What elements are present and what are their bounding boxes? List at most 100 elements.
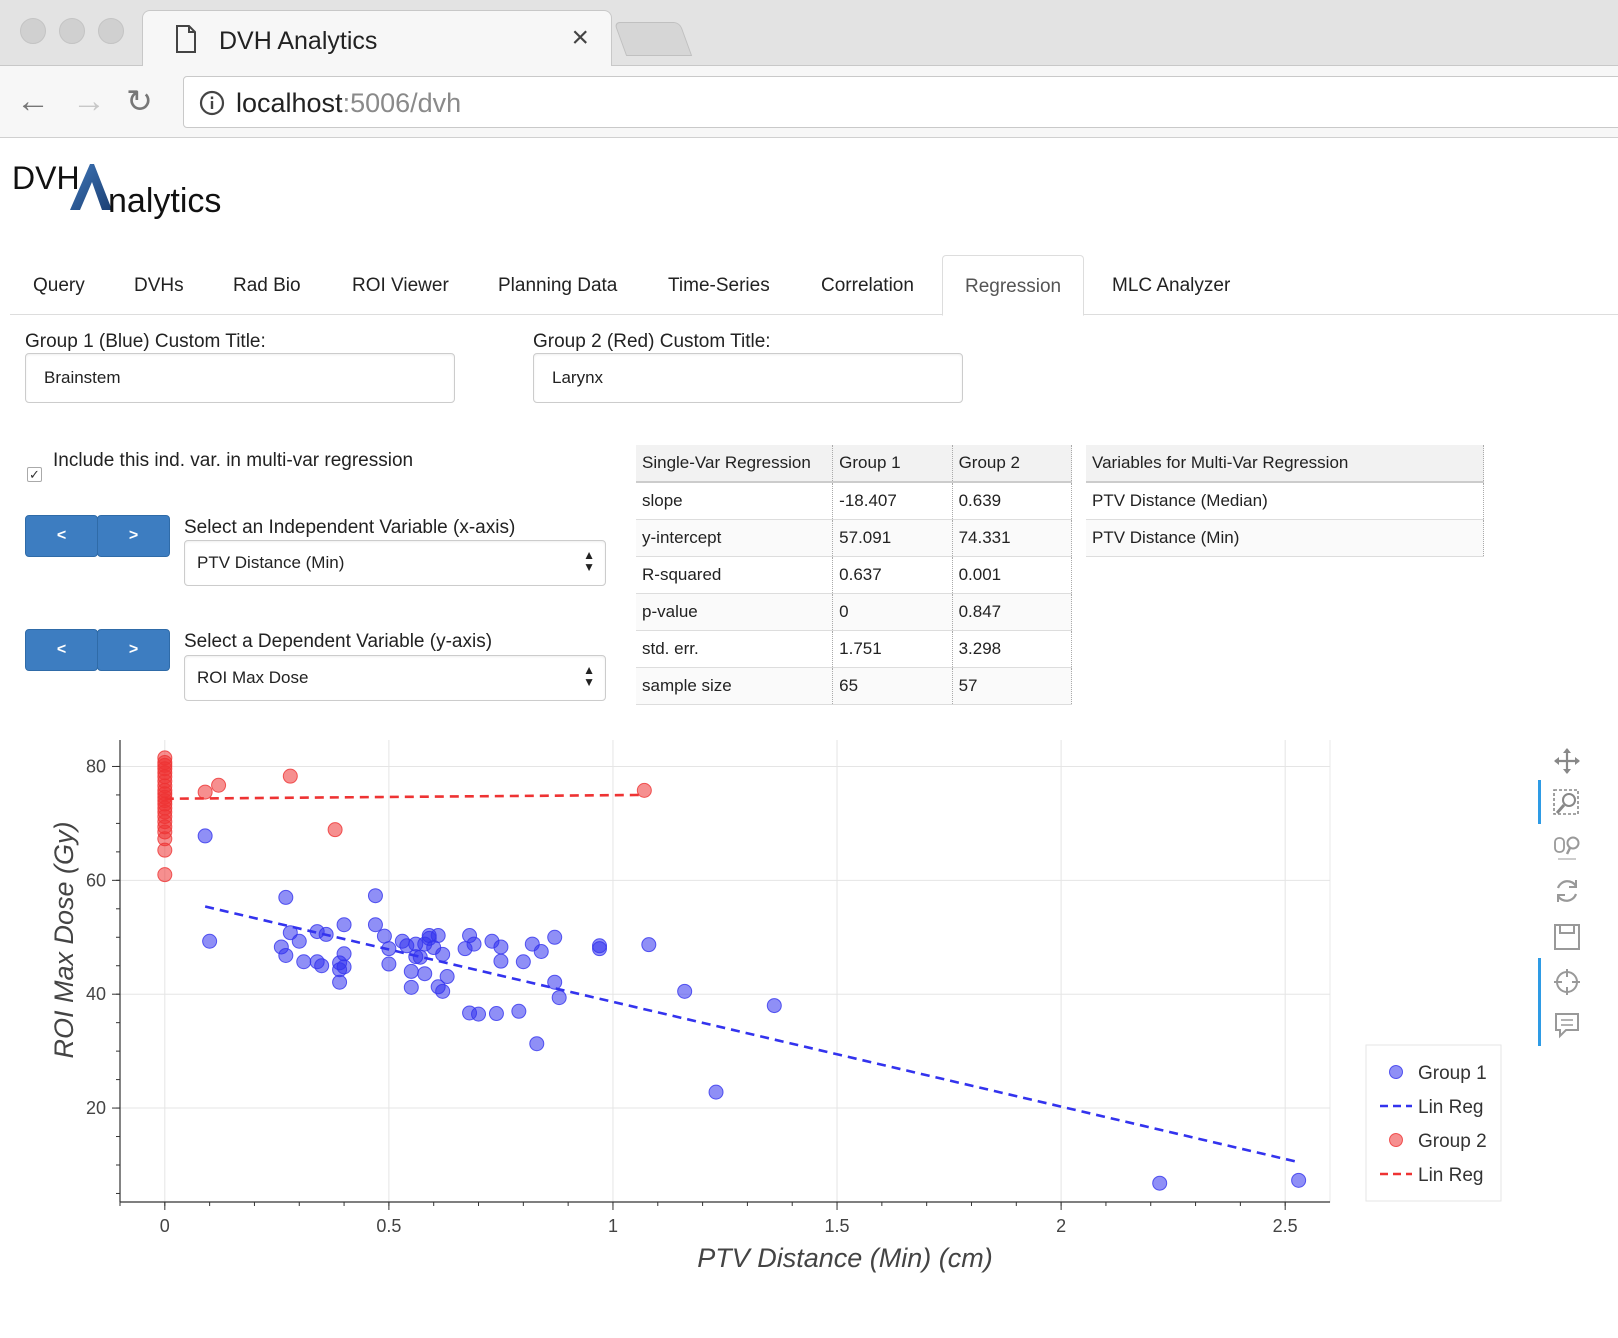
data-point-group-1	[488, 1006, 504, 1022]
data-point-group-2	[157, 867, 173, 883]
table-cell: 57	[952, 667, 1073, 705]
data-point-group-1	[439, 969, 455, 985]
data-point-group-1	[1152, 1175, 1168, 1191]
group2-title-input[interactable]	[533, 353, 963, 403]
data-point-group-1	[641, 937, 657, 953]
legend-label: Group 1	[1418, 1063, 1487, 1084]
include-multivar-label: Include this ind. var. in multi-var regr…	[53, 450, 414, 471]
reload-icon[interactable]: ↻	[126, 83, 153, 119]
legend-label: Lin Reg	[1418, 1165, 1484, 1186]
tab-correlation[interactable]: Correlation	[821, 275, 914, 296]
legend-label: Group 2	[1418, 1131, 1487, 1152]
data-point-group-1	[677, 983, 693, 999]
table-cell: 0.639	[952, 482, 1073, 520]
table-header[interactable]: Variables for Multi-Var Regression	[1086, 445, 1484, 483]
table-header[interactable]: Group 1	[832, 445, 953, 483]
new-tab-button[interactable]	[613, 22, 693, 56]
data-point-group-1	[381, 956, 397, 972]
data-point-group-1	[466, 936, 482, 952]
tab-roi-viewer[interactable]: ROI Viewer	[352, 275, 449, 296]
pan-icon[interactable]	[1552, 746, 1582, 776]
x-var-prev-button[interactable]: <	[25, 515, 98, 557]
table-row[interactable]: PTV Distance (Median)	[1086, 482, 1484, 520]
wheel-zoom-icon[interactable]	[1552, 832, 1582, 862]
table-row[interactable]: y-intercept 57.091 74.331	[636, 519, 1073, 557]
tab-regression[interactable]: Regression	[942, 255, 1085, 316]
table-row[interactable]: slope -18.407 0.639	[636, 482, 1073, 520]
plot-area	[119, 740, 1331, 1203]
data-point-group-1	[381, 941, 397, 957]
table-row[interactable]: std. err. 1.751 3.298	[636, 630, 1073, 668]
data-point-group-2	[157, 842, 173, 858]
single-var-regression-table: Single-Var Regression Group 1 Group 2 sl…	[636, 445, 1073, 705]
table-row[interactable]: PTV Distance (Min)	[1086, 519, 1484, 557]
tab-rad-bio[interactable]: Rad Bio	[233, 275, 301, 296]
table-cell: 0.637	[832, 556, 953, 594]
forward-arrow-icon[interactable]: →	[72, 82, 106, 120]
data-point-group-1	[336, 959, 352, 975]
legend-label: Lin Reg	[1418, 1097, 1484, 1118]
table-cell: PTV Distance (Min)	[1086, 519, 1484, 557]
tab-planning-data[interactable]: Planning Data	[498, 275, 618, 296]
table-row[interactable]: p-value 0 0.847	[636, 593, 1073, 631]
data-point-group-2	[211, 777, 227, 793]
plot-grid	[119, 740, 1331, 1203]
save-icon[interactable]	[1552, 922, 1582, 952]
y-tick-label: 40	[86, 984, 106, 1004]
table-header[interactable]: Group 2	[952, 445, 1073, 483]
data-point-group-1	[529, 1036, 545, 1052]
crosshair-icon[interactable]	[1552, 967, 1582, 997]
browser-tab[interactable]: DVH Analytics ×	[142, 10, 612, 67]
plot-axes: 0 0.5 1 1.5 2 2.5 20 40 60 80 PTV Distance (Min) (…	[49, 740, 1330, 1273]
data-point-group-1	[766, 998, 782, 1014]
x-var-next-button[interactable]: >	[97, 515, 170, 557]
group1-title-input[interactable]	[25, 353, 455, 403]
regression-line-2	[164, 793, 645, 801]
group2-title-label: Group 2 (Red) Custom Title:	[533, 331, 771, 352]
plot-legend[interactable]: Group 1 Lin Reg Group 2 Lin Reg	[1365, 1044, 1502, 1202]
table-cell: std. err.	[636, 630, 834, 668]
table-cell: 65	[832, 667, 953, 705]
info-icon[interactable]	[198, 89, 226, 117]
tab-query[interactable]: Query	[33, 275, 85, 296]
table-row[interactable]: R-squared 0.637 0.001	[636, 556, 1073, 594]
y-var-prev-button[interactable]: <	[25, 629, 98, 671]
data-point-group-1	[1291, 1172, 1307, 1188]
address-bar[interactable]: localhost:5006/dvh	[183, 76, 1618, 128]
data-point-group-1	[336, 946, 352, 962]
close-tab-icon[interactable]: ×	[571, 21, 589, 54]
hover-icon[interactable]	[1552, 1010, 1582, 1040]
legend-box	[1365, 1044, 1502, 1202]
box-zoom-icon[interactable]	[1552, 788, 1582, 818]
minimize-window-button[interactable]	[59, 18, 85, 44]
group1-title-label: Group 1 (Blue) Custom Title:	[25, 331, 266, 352]
legend-marker	[1389, 1133, 1403, 1147]
data-point-group-1	[511, 1003, 527, 1019]
table-cell: -18.407	[832, 482, 953, 520]
table-row[interactable]: sample size 65 57	[636, 667, 1073, 705]
regression-scatter-plot[interactable]: 0 0.5 1 1.5 2 2.5 20 40 60 80 PTV Distance (Min) (…	[0, 740, 1618, 1338]
tab-mlc-analyzer[interactable]: MLC Analyzer	[1112, 275, 1231, 296]
table-cell: y-intercept	[636, 519, 834, 557]
zoom-window-button[interactable]	[98, 18, 124, 44]
close-window-button[interactable]	[20, 18, 46, 44]
reset-icon[interactable]	[1552, 876, 1582, 906]
x-var-select[interactable]: PTV Distance (Min) ▲ ▼	[184, 540, 606, 586]
plot-toolbar	[1538, 748, 1598, 1080]
data-point-group-1	[296, 954, 312, 970]
y-var-next-button[interactable]: >	[97, 629, 170, 671]
y-var-selected-value: ROI Max Dose	[197, 668, 309, 687]
data-point-group-1	[435, 983, 451, 999]
tab-dvhs[interactable]: DVHs	[134, 275, 184, 296]
table-cell: R-squared	[636, 556, 834, 594]
page-icon	[176, 25, 196, 53]
y-var-select[interactable]: ROI Max Dose ▲ ▼	[184, 655, 606, 701]
data-point-group-1	[367, 917, 383, 933]
back-arrow-icon[interactable]: ←	[16, 82, 50, 120]
table-header[interactable]: Single-Var Regression	[636, 445, 834, 483]
include-multivar-checkbox[interactable]: ✓	[27, 467, 42, 482]
y-tick-label: 60	[86, 870, 106, 890]
y-tick-label: 80	[86, 756, 106, 776]
data-point-group-1	[376, 928, 392, 944]
tab-time-series[interactable]: Time-Series	[668, 275, 770, 296]
